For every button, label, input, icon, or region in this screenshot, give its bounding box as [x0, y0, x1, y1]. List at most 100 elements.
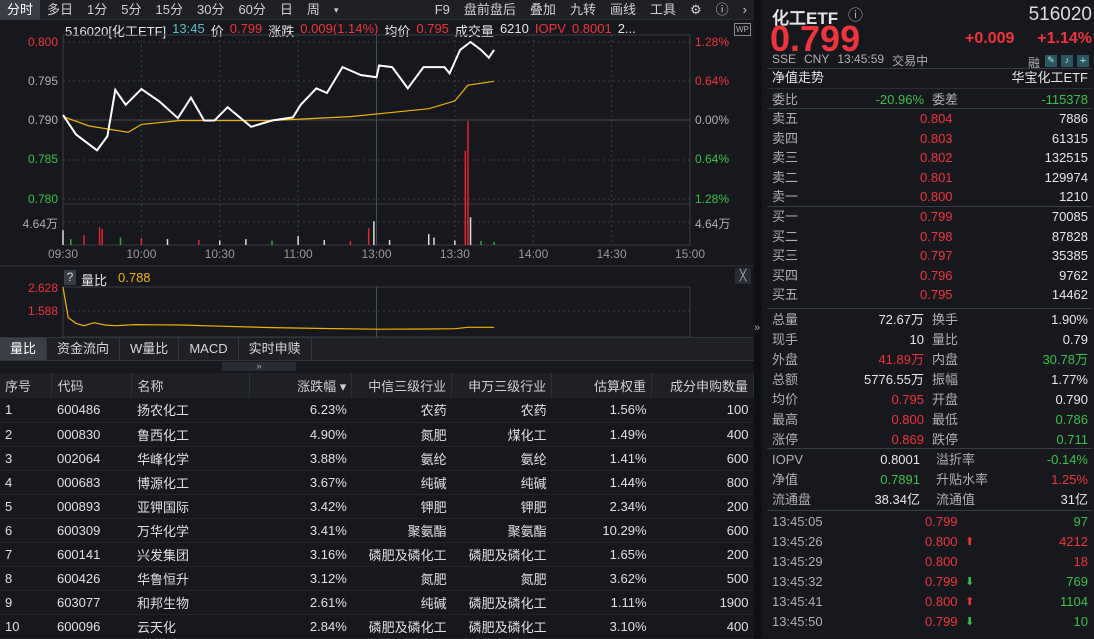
- col-header-name[interactable]: 名称: [131, 373, 251, 398]
- nav-trend-label[interactable]: 净值走势: [772, 70, 825, 85]
- subscription-qty: 100: [651, 398, 754, 423]
- col-header-weight[interactable]: 估算权重: [551, 373, 653, 398]
- table-row[interactable]: 6 600309 万华化学 3.41% 聚氨酯 聚氨酯 10.29% 600: [0, 518, 754, 543]
- ask-level[interactable]: 卖五 0.804 7886: [770, 109, 1088, 129]
- col-header-subscription-qty[interactable]: 成分申购数量: [651, 373, 754, 398]
- col-header-code[interactable]: 代码: [51, 373, 133, 398]
- ask-level[interactable]: 卖三 0.802 132515: [770, 148, 1088, 168]
- x-tick-label: 10:00: [126, 247, 157, 261]
- bell-icon[interactable]: ♪: [1061, 55, 1073, 67]
- bid-level[interactable]: 买五 0.795 14462: [770, 285, 1088, 305]
- etf-value: 38.34亿: [874, 492, 920, 507]
- tab-day[interactable]: 日: [279, 1, 293, 17]
- help-icon[interactable]: ?: [64, 270, 76, 285]
- pre-post-market-button[interactable]: 盘前盘后: [463, 1, 516, 17]
- overlay-button[interactable]: 叠加: [529, 1, 556, 17]
- nav-trend-row[interactable]: 净值走势 华宝化工ETF: [770, 68, 1088, 88]
- table-row[interactable]: 7 600141 兴发集团 3.16% 磷肥及磷化工 磷肥及磷化工 1.65% 200: [0, 542, 754, 567]
- col-header-sw-industry[interactable]: 申万三级行业: [451, 373, 553, 398]
- stat-label: 均价: [772, 392, 799, 407]
- table-row[interactable]: 3 002064 华峰化学 3.88% 氨纶 氨纶 1.41% 600: [0, 446, 754, 471]
- collapse-panel-icon[interactable]: »: [222, 362, 296, 371]
- weight: 10.29%: [551, 518, 652, 543]
- stat-label: 总额: [772, 372, 799, 387]
- stock-name: 华峰化学: [131, 446, 250, 471]
- table-row[interactable]: 2 000830 鲁西化工 4.90% 氮肥 煤化工 1.49% 400: [0, 422, 754, 447]
- weight: 1.41%: [551, 446, 652, 471]
- stock-code: 002064: [51, 446, 132, 471]
- bid-level[interactable]: 买二 0.798 87828: [770, 227, 1088, 247]
- pencil-icon[interactable]: ✎: [1045, 55, 1057, 67]
- col-header-citic-industry[interactable]: 中信三级行业: [351, 373, 453, 398]
- weight: 2.34%: [551, 494, 652, 519]
- table-row[interactable]: 9 603077 和邦生物 2.61% 纯碱 磷肥及磷化工 1.11% 1900: [0, 590, 754, 615]
- tab-volume-ratio[interactable]: 量比: [0, 338, 48, 360]
- ask-price: 0.800: [920, 189, 953, 204]
- add-icon[interactable]: +: [1077, 55, 1089, 67]
- stock-code: 600486: [51, 398, 132, 423]
- help-icon[interactable]: ⓘ: [715, 1, 729, 17]
- draw-line-button[interactable]: 画线: [609, 1, 636, 17]
- tick-row: 13:45:29 0.800 18: [770, 552, 1088, 572]
- etf-label: 溢折率: [936, 452, 976, 467]
- table-row[interactable]: 5 000893 亚钾国际 3.42% 钾肥 钾肥 2.34% 200: [0, 494, 754, 519]
- weight: 1.11%: [551, 590, 652, 615]
- tab-15min[interactable]: 15分: [155, 1, 183, 17]
- row-index: 6: [0, 518, 52, 543]
- intraday-chart[interactable]: [0, 0, 754, 340]
- constituents-table: 序号 代码 名称 涨跌幅 ▾ 中信三级行业 申万三级行业 估算权重 成分申购数量…: [0, 373, 754, 639]
- tick-time: 13:45:41: [772, 594, 823, 609]
- sw-industry: 钾肥: [451, 494, 552, 519]
- change-pct: 2.61%: [249, 590, 352, 615]
- tools-button[interactable]: 工具: [649, 1, 676, 17]
- more-periods-dropdown[interactable]: ▾: [333, 4, 339, 15]
- tab-week[interactable]: 周: [306, 1, 320, 17]
- col-header-index[interactable]: 序号: [0, 373, 53, 398]
- stock-name: 扬农化工: [131, 398, 250, 423]
- tick-row: 13:45:05 0.799 97: [770, 512, 1088, 532]
- ask-level-label: 卖三: [772, 150, 799, 165]
- ask-level[interactable]: 卖一 0.800 1210: [770, 187, 1088, 207]
- tab-intraday[interactable]: 分时: [0, 0, 41, 20]
- stat-value: 1.77%: [1051, 372, 1088, 387]
- subscription-qty: 200: [651, 494, 754, 519]
- chevron-right-icon[interactable]: ›: [742, 1, 747, 17]
- wp-icon[interactable]: WP: [734, 23, 751, 36]
- exchange: SSE: [772, 52, 797, 66]
- tab-realtime-subscription[interactable]: 实时申赎: [239, 338, 312, 360]
- tab-1min[interactable]: 1分: [87, 1, 108, 17]
- change-value: 0.009(1.14%): [300, 21, 379, 36]
- ask-level[interactable]: 卖四 0.803 61315: [770, 129, 1088, 149]
- citic-industry: 氮肥: [351, 422, 452, 447]
- table-row[interactable]: 4 000683 博源化工 3.67% 纯碱 纯碱 1.44% 800: [0, 470, 754, 495]
- bid-level[interactable]: 买三 0.797 35385: [770, 246, 1088, 266]
- nine-turn-button[interactable]: 九转: [569, 1, 596, 17]
- table-row[interactable]: 8 600426 华鲁恒升 3.12% 氮肥 氮肥 3.62% 500: [0, 566, 754, 591]
- y-label: 0.795: [27, 74, 58, 88]
- gear-icon[interactable]: ⚙: [689, 1, 702, 17]
- f9-button[interactable]: F9: [434, 1, 450, 17]
- expand-icon[interactable]: »: [754, 322, 761, 334]
- table-row[interactable]: 1 600486 扬农化工 6.23% 农药 农药 1.56% 100: [0, 398, 754, 423]
- tab-multiday[interactable]: 多日: [47, 1, 74, 17]
- security-code: 516020: [1028, 4, 1092, 25]
- tab-fund-flow[interactable]: 资金流向: [47, 338, 121, 360]
- tab-w-volume-ratio[interactable]: W量比: [120, 338, 180, 360]
- tab-5min[interactable]: 5分: [121, 1, 142, 17]
- citic-industry: 钾肥: [351, 494, 452, 519]
- info-icon[interactable]: ⓘ: [848, 7, 864, 24]
- tab-macd[interactable]: MACD: [179, 338, 239, 360]
- panel-splitter[interactable]: »: [754, 0, 762, 638]
- bid-level[interactable]: 买一 0.799 70085: [770, 207, 1088, 227]
- last-price: 0.799: [770, 18, 861, 59]
- bid-level[interactable]: 买四 0.796 9762: [770, 266, 1088, 286]
- stock-name: 亚钾国际: [131, 494, 250, 519]
- close-indicator-icon[interactable]: ╳: [735, 268, 751, 284]
- ask-level[interactable]: 卖二 0.801 129974: [770, 168, 1088, 188]
- change-pct: 2.84%: [249, 614, 352, 639]
- col-header-change-pct[interactable]: 涨跌幅 ▾: [249, 373, 353, 398]
- table-row[interactable]: 10 600096 云天化 2.84% 磷肥及磷化工 磷肥及磷化工 3.10% 400: [0, 614, 754, 639]
- bid-level-label: 买三: [772, 248, 799, 263]
- tab-30min[interactable]: 30分: [196, 1, 225, 17]
- tab-60min[interactable]: 60分: [238, 1, 266, 17]
